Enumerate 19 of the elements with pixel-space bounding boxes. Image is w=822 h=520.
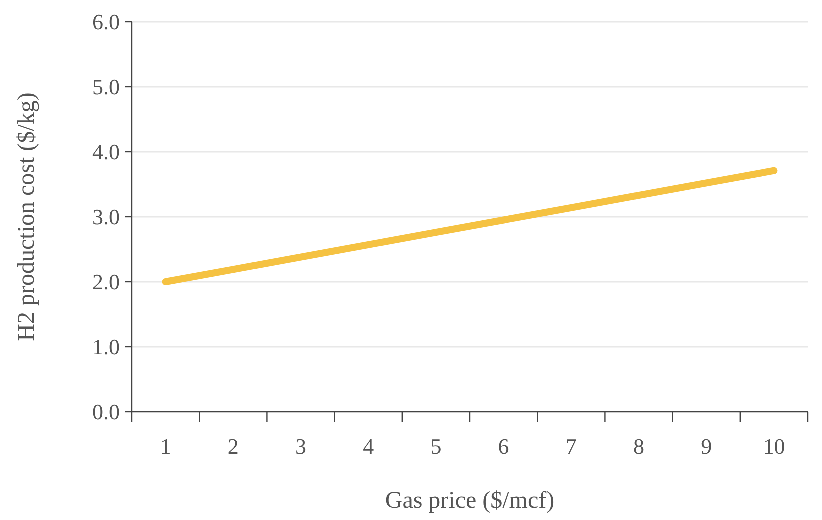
x-tick-label: 9 bbox=[701, 434, 712, 459]
x-tick-label: 4 bbox=[363, 434, 374, 459]
y-tick-label: 6.0 bbox=[92, 10, 120, 35]
y-tick-label: 5.0 bbox=[92, 74, 120, 100]
x-tick-label: 3 bbox=[296, 434, 306, 459]
y-tick-label: 1.0 bbox=[92, 334, 120, 360]
x-tick-label: 7 bbox=[566, 434, 577, 459]
x-tick-label: 6 bbox=[498, 434, 510, 459]
x-tick-label: 2 bbox=[228, 434, 239, 459]
x-tick-label: 10 bbox=[763, 434, 786, 459]
x-tick-label: 5 bbox=[430, 434, 442, 459]
y-tick-label: 2.0 bbox=[92, 270, 120, 295]
y-tick-label: 0.0 bbox=[92, 400, 120, 425]
y-axis-title: H2 production cost ($/kg) bbox=[14, 92, 40, 342]
x-axis-title: Gas price ($/mcf) bbox=[385, 488, 555, 514]
y-tick-label: 4.0 bbox=[92, 140, 120, 165]
x-tick-label: 8 bbox=[634, 434, 644, 459]
y-tick-label: 3.0 bbox=[92, 204, 120, 230]
x-tick-label: 1 bbox=[160, 434, 172, 459]
